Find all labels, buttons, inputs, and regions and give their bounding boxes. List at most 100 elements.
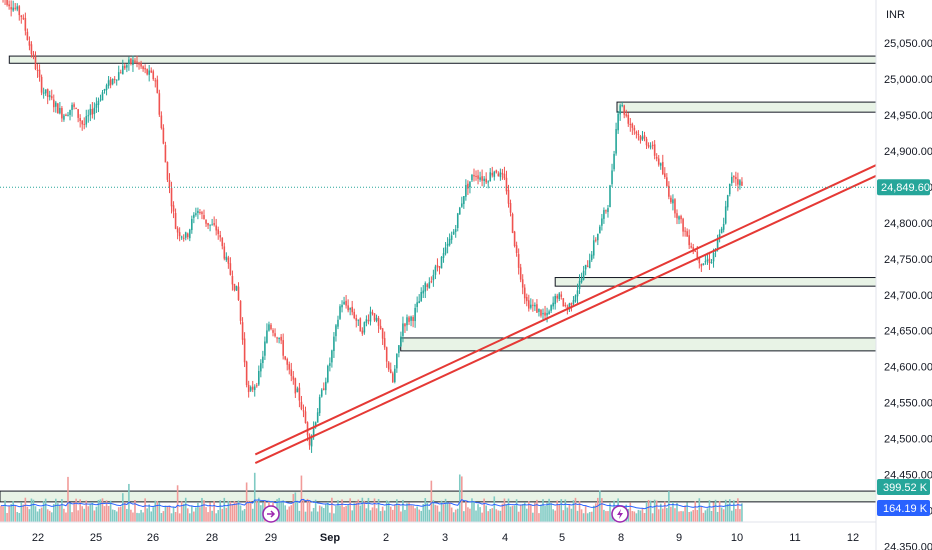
candle-body (570, 302, 573, 306)
candle-body (180, 236, 183, 238)
candle-body (170, 187, 173, 207)
volume-bar (67, 476, 69, 522)
volume-bar (607, 511, 609, 522)
candle-body (331, 350, 333, 363)
volume-bar (554, 510, 556, 522)
candle-body (418, 301, 420, 304)
candle-body (55, 102, 57, 107)
candle-body (635, 131, 638, 134)
volume-bar (158, 502, 161, 522)
volume-bar (550, 503, 552, 522)
candle-body (325, 381, 327, 391)
currency-label: INR (886, 9, 905, 21)
candle-body (375, 317, 378, 322)
volume-bar (186, 508, 189, 522)
candle-body (540, 309, 542, 316)
candle-body (142, 66, 144, 70)
volume-bar (692, 510, 695, 522)
candle-body (373, 313, 376, 321)
candle-body (61, 108, 63, 119)
volume-bar (532, 512, 534, 522)
volume-bar (643, 513, 646, 522)
volume-ma-tag-label: 164.19 K (883, 503, 928, 515)
volume-bar (566, 507, 569, 522)
volume-bar (477, 504, 479, 522)
volume-bar (475, 510, 477, 522)
volume-bar (416, 506, 418, 522)
candle-body (91, 108, 94, 115)
volume-bar (227, 500, 230, 522)
volume-bar (664, 501, 666, 522)
candle-body (564, 305, 567, 307)
volume-bar (404, 509, 406, 522)
volume-bar (383, 510, 386, 522)
candle-body (239, 300, 242, 321)
candle-body (505, 177, 508, 192)
lightning-event-icon[interactable] (611, 505, 629, 523)
candle-body (420, 291, 423, 302)
volume-bar (507, 498, 510, 522)
candle-body (308, 434, 311, 446)
x-tick-label: 12 (847, 532, 859, 544)
candle-body (601, 218, 603, 226)
volume-bar (686, 502, 688, 522)
volume-bar (260, 505, 262, 522)
candle-body (396, 353, 398, 369)
volume-bar (558, 504, 561, 522)
volume-bar (14, 505, 17, 522)
candle-body (184, 232, 187, 238)
volume-bar (653, 499, 656, 522)
price-scale-background[interactable] (876, 0, 932, 522)
volume-bar (2, 506, 4, 522)
candle-body (249, 387, 252, 391)
candle-body (509, 203, 512, 213)
volume-bar (343, 506, 345, 522)
candle-body (597, 233, 599, 241)
candle-body (607, 208, 609, 212)
candle-body (432, 274, 435, 281)
volume-bar (659, 503, 662, 522)
volume-bar (633, 511, 636, 522)
candle-body (365, 319, 368, 323)
volume-bar (562, 510, 565, 522)
volume-bar (83, 508, 86, 522)
event-marker-icon[interactable] (262, 505, 280, 523)
volume-bar (525, 508, 528, 522)
volume-bar (489, 508, 492, 522)
candle-body (107, 80, 110, 86)
volume-bar (471, 498, 473, 522)
candle-body (379, 325, 382, 329)
volume-bar (243, 508, 246, 522)
volume-bar (463, 511, 465, 522)
volume-bar (32, 499, 35, 522)
candle-body (369, 311, 372, 322)
candle-body (355, 318, 358, 321)
candle-body (243, 338, 246, 363)
volume-bar (140, 509, 142, 522)
candle-body (489, 172, 492, 182)
volume-bar (552, 509, 554, 522)
volume-bar (85, 500, 88, 522)
volume-bar (170, 513, 173, 522)
volume-bar (702, 512, 705, 522)
candle-body (10, 7, 12, 10)
candle-body (536, 304, 538, 313)
volume-bar (592, 505, 595, 522)
candle-body (339, 306, 341, 319)
volume-bar (735, 508, 737, 522)
volume-bar (357, 499, 360, 522)
candle-body (32, 54, 35, 57)
x-tick-label: 9 (676, 532, 682, 544)
volume-bar (391, 509, 394, 522)
volume-bar (75, 498, 77, 522)
y-tick-label: 24,350.00 (884, 541, 932, 550)
support-resistance-zone (400, 337, 877, 352)
volume-bar (345, 505, 347, 522)
candle-body (156, 79, 159, 94)
candle-body (530, 304, 532, 308)
x-axis-ticks[interactable]: 22 25 26 28 29 Sep 2 3 4 5 8 9 10 11 12 (32, 532, 859, 544)
candle-body (487, 181, 489, 183)
volume-bar (540, 504, 542, 522)
volume-bar (499, 510, 502, 522)
